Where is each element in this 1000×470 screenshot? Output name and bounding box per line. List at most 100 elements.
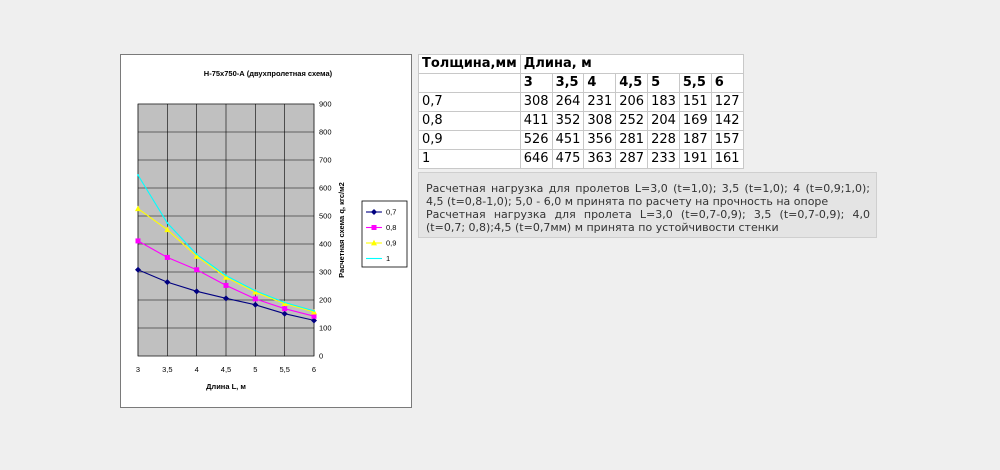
table-cell: 231 <box>583 92 617 112</box>
y-tick-label: 100 <box>319 324 332 333</box>
table-cell: 287 <box>615 149 649 169</box>
data-point <box>225 274 227 277</box>
data-point <box>223 295 229 302</box>
data-point <box>135 205 141 212</box>
row-thickness: 0,7 <box>418 92 521 112</box>
data-table: Толщина,мм Длина, м 3 3,5 4 4,5 5 5,5 6 0,7 308 2… <box>418 54 744 169</box>
header-length-4: 5 <box>647 73 680 93</box>
table-cell: 191 <box>678 149 712 169</box>
table-cell: 646 <box>519 149 553 169</box>
header-thickness: Толщина,мм <box>418 54 521 74</box>
data-point <box>313 309 315 312</box>
y-tick-label: 400 <box>319 240 332 249</box>
header-length: Длина, м <box>519 54 744 74</box>
data-point <box>252 288 259 295</box>
table-lengths-row: 3 3,5 4 4,5 5 5,5 6 <box>418 73 744 93</box>
y-tick-label: 200 <box>319 296 332 305</box>
y-tick-label: 800 <box>319 128 332 137</box>
header-length-3: 4,5 <box>615 73 649 93</box>
data-point <box>135 266 141 273</box>
y-tick-label: 700 <box>319 156 332 165</box>
y-tick-label: 500 <box>319 212 332 221</box>
table-row: 0,7 308 264 231 206 183 151 127 <box>418 92 744 112</box>
data-point <box>164 279 171 286</box>
data-point <box>311 313 317 319</box>
data-point <box>193 288 200 295</box>
x-tick-label: 6 <box>312 365 316 374</box>
table-cell: 169 <box>678 111 712 131</box>
data-point <box>281 310 288 317</box>
data-point <box>283 301 286 304</box>
header-length-1: 3,5 <box>551 73 585 93</box>
data-point <box>254 289 257 292</box>
header-length-0: 3 <box>519 73 553 93</box>
data-point <box>223 282 229 288</box>
data-point <box>311 317 317 324</box>
table-row: 1 646 475 363 287 233 191 161 <box>418 149 744 169</box>
x-axis-label: Длина L, м <box>206 382 246 391</box>
legend-label: 0,9 <box>386 239 396 248</box>
notes-box: Расчетная нагрузка для пролетов L=3,0 (t… <box>418 172 877 238</box>
x-tick-label: 5,5 <box>279 365 289 374</box>
table-cell: 206 <box>615 92 649 112</box>
y-tick-label: 0 <box>319 352 323 361</box>
x-tick-label: 3,5 <box>162 365 172 374</box>
row-thickness: 1 <box>418 149 521 169</box>
table-cell: 233 <box>647 149 680 169</box>
table-cell: 411 <box>519 111 553 131</box>
legend-marker <box>371 209 377 215</box>
table-cell: 308 <box>583 111 617 131</box>
x-tick-label: 4 <box>195 365 199 374</box>
table-corner-cell <box>418 73 521 93</box>
note-line-1: Расчетная нагрузка для пролетов L=3,0 (t… <box>426 182 870 208</box>
table-header-row: Толщина,мм Длина, м <box>418 54 744 74</box>
data-point <box>282 306 288 312</box>
data-point <box>164 254 170 260</box>
table-cell: 157 <box>710 130 744 150</box>
table-cell: 526 <box>519 130 553 150</box>
chart-frame: Н-75х750-А (двухпролетная схема) 0 100 200… <box>120 54 412 408</box>
header-length-2: 4 <box>583 73 617 93</box>
table-cell: 475 <box>551 149 585 169</box>
table-cell: 228 <box>647 130 680 150</box>
chart-title: Н-75х750-А (двухпролетная схема) <box>204 69 333 78</box>
data-point <box>193 253 200 259</box>
data-point <box>223 274 229 280</box>
table-cell: 363 <box>583 149 617 169</box>
table-cell: 183 <box>647 92 680 112</box>
table-cell: 451 <box>551 130 585 150</box>
note-line-2: Расчетная нагрузка для пролета L=3,0 (t=… <box>426 208 870 234</box>
table-cell: 352 <box>551 111 585 131</box>
data-point <box>135 238 141 244</box>
data-point <box>194 267 200 273</box>
y-tick-label: 600 <box>319 184 332 193</box>
y-tick-label: 300 <box>319 268 332 277</box>
table-cell: 356 <box>583 130 617 150</box>
legend-marker <box>371 239 377 246</box>
header-length-6: 6 <box>710 73 744 93</box>
row-thickness: 0,8 <box>418 111 521 131</box>
legend <box>361 200 408 268</box>
legend-label: 0,7 <box>386 208 396 217</box>
table-cell: 142 <box>710 111 744 131</box>
table-cell: 281 <box>615 130 649 150</box>
table-row: 0,9 526 451 356 281 228 187 157 <box>418 130 744 150</box>
x-tick-label: 3 <box>136 365 140 374</box>
header-length-5: 5,5 <box>678 73 712 93</box>
data-point <box>252 301 259 308</box>
data-point <box>137 174 139 177</box>
y-axis-label: Расчетная схема q, кгс/м2 <box>337 182 346 278</box>
row-thickness: 0,9 <box>418 130 521 150</box>
legend-label: 0,8 <box>386 223 396 232</box>
table-cell: 204 <box>647 111 680 131</box>
table-cell: 308 <box>519 92 553 112</box>
table-cell: 161 <box>710 149 744 169</box>
x-tick-label: 5 <box>253 365 257 374</box>
data-point <box>195 253 198 256</box>
legend-label: 1 <box>386 254 390 263</box>
data-point <box>164 226 171 233</box>
table-cell: 252 <box>615 111 649 131</box>
legend-marker <box>371 225 377 230</box>
data-point <box>166 222 169 224</box>
table-cell: 264 <box>551 92 585 112</box>
